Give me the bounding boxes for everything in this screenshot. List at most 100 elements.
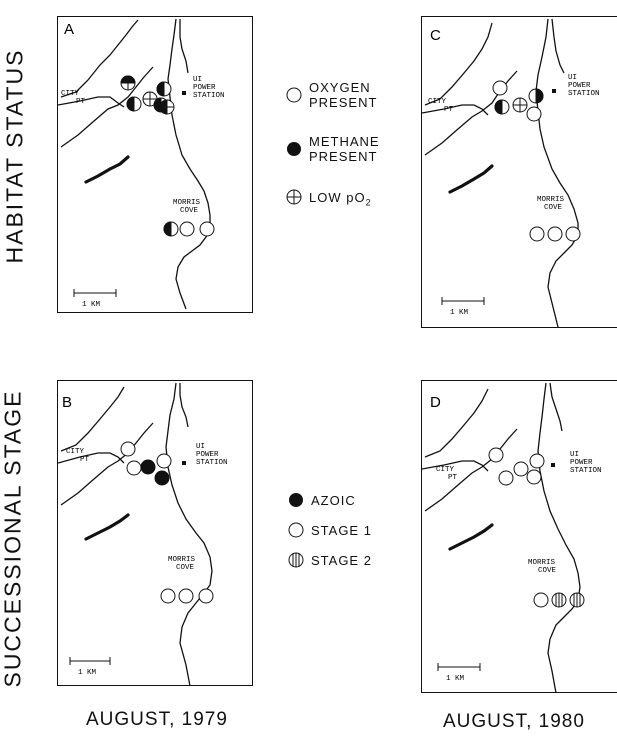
scale-bar bbox=[441, 297, 485, 305]
legend-low-po2-text: LOW pO bbox=[309, 190, 366, 205]
label-ui: UI bbox=[570, 451, 579, 459]
site-stage-1 bbox=[156, 453, 172, 469]
open-circle-icon bbox=[288, 522, 304, 538]
breakwater bbox=[448, 523, 494, 551]
station-symbols bbox=[120, 441, 214, 604]
site-oxygen bbox=[529, 226, 545, 242]
site-oxygen bbox=[565, 226, 581, 242]
site-stage-1 bbox=[526, 469, 542, 485]
striped-circle-icon bbox=[288, 552, 304, 568]
site-low-po2 bbox=[512, 97, 528, 113]
station-symbols bbox=[120, 75, 215, 237]
site-oxygen bbox=[199, 221, 215, 237]
panel-label: C bbox=[430, 27, 441, 44]
site-stage-1 bbox=[178, 588, 194, 604]
legend-methane-line1: METHANE bbox=[309, 134, 380, 149]
panel-label: B bbox=[62, 394, 72, 411]
map-panel-c: C CITY PT UI POWER STATION MORRIS COVE 1… bbox=[421, 16, 617, 328]
scale-label: 1 KM bbox=[446, 675, 465, 683]
scale-label: 1 KM bbox=[82, 301, 101, 309]
label-station: STATION bbox=[196, 459, 228, 467]
row-label-successional-stage: SUCCESSIONAL STAGE bbox=[0, 389, 26, 688]
label-pt: PT bbox=[80, 456, 90, 464]
label-morris: MORRIS bbox=[173, 199, 201, 207]
station-symbols bbox=[492, 80, 581, 242]
power-station-marker bbox=[182, 461, 186, 465]
scale-label: 1 KM bbox=[78, 669, 97, 677]
site-stage-1 bbox=[488, 447, 504, 463]
label-city: CITY bbox=[428, 98, 447, 106]
coastline bbox=[422, 18, 579, 328]
site-oxygen bbox=[547, 226, 563, 242]
scale-bar bbox=[73, 289, 117, 297]
label-pt: PT bbox=[448, 474, 458, 482]
legend-successional-stage: AZOIC STAGE 1 STAGE 2 bbox=[287, 493, 417, 571]
legend-methane: METHANE PRESENT bbox=[285, 134, 415, 168]
panel-label: A bbox=[64, 21, 74, 38]
label-morris: MORRIS bbox=[537, 196, 565, 204]
label-power: POWER bbox=[570, 459, 593, 467]
open-circle-icon bbox=[286, 87, 302, 103]
panel-label: D bbox=[430, 394, 441, 411]
power-station-marker bbox=[182, 91, 186, 95]
site-oxygen bbox=[492, 80, 508, 96]
label-cove: COVE bbox=[176, 564, 195, 572]
site-stage-2 bbox=[551, 592, 567, 608]
label-pt: PT bbox=[76, 98, 86, 106]
site-methane-oxygen bbox=[126, 96, 142, 112]
map-panel-d: D CITY PT UI POWER STATION MORRIS COVE 1… bbox=[421, 380, 617, 694]
site-stage-1 bbox=[120, 441, 136, 457]
coastline bbox=[58, 382, 213, 687]
site-stage-1 bbox=[498, 470, 514, 486]
label-ui: UI bbox=[193, 76, 202, 84]
site-stage-2 bbox=[569, 592, 585, 608]
label-station: STATION bbox=[570, 467, 602, 475]
station-symbols bbox=[488, 447, 585, 608]
label-pt: PT bbox=[444, 106, 454, 114]
label-power: POWER bbox=[568, 82, 591, 90]
legend-stage-1: STAGE 1 bbox=[287, 522, 417, 541]
site-oxygen bbox=[179, 221, 195, 237]
breakwater bbox=[84, 155, 130, 184]
site-low-po2 bbox=[159, 99, 175, 115]
label-city: CITY bbox=[61, 90, 80, 98]
site-stage-1 bbox=[198, 588, 214, 604]
filled-circle-icon bbox=[289, 493, 303, 507]
site-low-po2 bbox=[120, 75, 136, 91]
site-low-po2 bbox=[142, 91, 158, 107]
power-station-marker bbox=[551, 463, 555, 467]
map-panel-a: A CITY PT UI POWER STATION MORRIS COVE 1… bbox=[57, 16, 253, 313]
label-ui: UI bbox=[196, 443, 205, 451]
legend-oxygen-line2: PRESENT bbox=[309, 95, 378, 110]
site-stage-1 bbox=[126, 460, 142, 476]
site-stage-1 bbox=[513, 461, 529, 477]
legend-low-po2: LOW pO2 bbox=[285, 189, 415, 208]
label-station: STATION bbox=[193, 92, 225, 100]
label-cove: COVE bbox=[538, 567, 557, 575]
legend-oxygen: OXYGEN PRESENT bbox=[285, 80, 415, 114]
coastline bbox=[422, 382, 581, 694]
label-cove: COVE bbox=[180, 207, 199, 215]
filled-circle-icon bbox=[287, 142, 301, 156]
legend-azoic: AZOIC bbox=[287, 493, 417, 511]
column-label-1980: AUGUST, 1980 bbox=[443, 711, 585, 732]
breakwater bbox=[448, 164, 494, 194]
power-station-marker bbox=[552, 89, 556, 93]
legend-stage-2-text: STAGE 2 bbox=[311, 553, 372, 568]
site-oxygen bbox=[526, 106, 542, 122]
coastline bbox=[58, 18, 211, 310]
site-stage-1 bbox=[533, 592, 549, 608]
label-morris: MORRIS bbox=[168, 556, 196, 564]
column-label-1979: AUGUST, 1979 bbox=[86, 709, 228, 730]
label-city: CITY bbox=[436, 466, 455, 474]
scale-label: 1 KM bbox=[450, 309, 469, 317]
legend-stage-2: STAGE 2 bbox=[287, 552, 417, 571]
site-methane-oxygen bbox=[494, 99, 510, 115]
site-azoic bbox=[154, 470, 170, 486]
label-city: CITY bbox=[66, 448, 85, 456]
legend-oxygen-line1: OXYGEN bbox=[309, 80, 371, 95]
legend-stage-1-text: STAGE 1 bbox=[311, 523, 372, 538]
legend-azoic-text: AZOIC bbox=[311, 493, 356, 508]
label-cove: COVE bbox=[544, 204, 563, 212]
site-stage-1 bbox=[529, 453, 545, 469]
